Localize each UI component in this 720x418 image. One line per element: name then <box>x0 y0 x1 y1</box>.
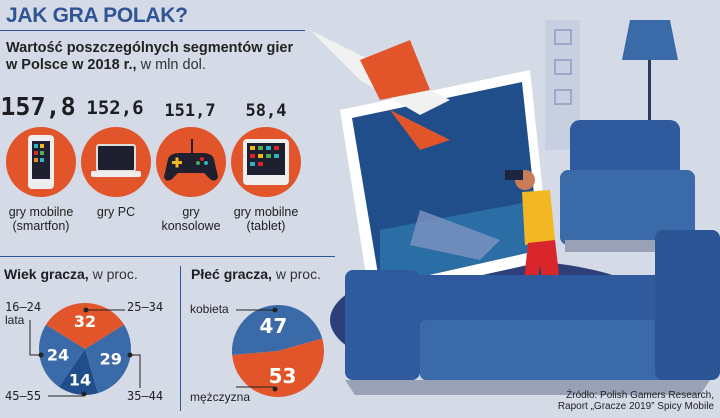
divider <box>180 266 181 411</box>
gender-label-male: mężczyzna <box>190 390 251 404</box>
segment-value: 157,8 <box>0 92 76 121</box>
gender-title: Płeć gracza, <box>191 266 272 282</box>
subtitle-year: w Polsce w 2018 r., <box>6 57 137 73</box>
age-label-lata: lata <box>5 313 25 327</box>
pie-slice <box>45 302 125 349</box>
pie-value-label: 29 <box>100 349 122 368</box>
leader-dot <box>127 352 133 358</box>
segment-label-line1: gry <box>182 205 200 219</box>
source-line1: Źródło: Polish Gamers Research, <box>566 390 714 401</box>
smartphone-icon <box>6 127 76 197</box>
source-line2: Raport „Gracze 2019” Spicy Mobile <box>557 401 714 412</box>
subtitle-unit: w mln dol. <box>140 57 206 73</box>
armchair <box>560 120 695 252</box>
segment-value: 151,7 <box>164 101 216 121</box>
age-chart-title: Wiek gracza, w proc. <box>4 266 138 282</box>
wall-icons <box>554 29 572 105</box>
pie-slice <box>58 349 98 395</box>
pie-slice <box>85 324 131 394</box>
leader-dot <box>81 391 87 397</box>
age-label-45-55: 45–55 <box>5 389 42 403</box>
age-label-35-44: 35–44 <box>127 389 164 403</box>
segment-value: 152,6 <box>86 97 144 119</box>
segment-label: gry konsolowe <box>146 205 236 233</box>
leader-dot <box>272 307 278 313</box>
gender-label-female: kobieta <box>190 302 229 316</box>
segment-label-line1: gry PC <box>96 205 136 219</box>
gender-unit: w proc. <box>275 266 321 282</box>
pie-value-label: 14 <box>69 370 91 389</box>
segment-label: gry mobilne (smartfon) <box>0 205 86 233</box>
leader-dot <box>272 386 278 392</box>
page-title: JAK GRA POLAK? <box>6 4 188 27</box>
subtitle-line1: Wartość poszczególnych segmentów gier <box>6 40 294 56</box>
pie-slice <box>232 304 323 356</box>
age-unit: w proc. <box>92 266 138 282</box>
gaming-room-illustration <box>310 20 720 395</box>
leader-dot <box>83 307 89 313</box>
divider <box>0 256 335 257</box>
segment-label-line1: gry mobilne <box>8 205 74 219</box>
gender-chart-title: Płeć gracza, w proc. <box>191 266 321 282</box>
leader-line <box>29 320 41 356</box>
gamepad-icon <box>156 127 226 197</box>
age-title: Wiek gracza, <box>4 266 89 282</box>
pie-slice <box>39 324 85 387</box>
pie-value-label: 32 <box>74 312 96 331</box>
divider <box>0 30 305 31</box>
segment-label: gry mobilne (tablet) <box>221 205 311 233</box>
hologram-ship-icon <box>410 210 500 260</box>
source-note: Źródło: Polish Gamers Research, Raport „G… <box>558 390 714 412</box>
segment-value: 58,4 <box>245 101 287 121</box>
tablet-icon <box>231 127 301 197</box>
pie-value-label: 53 <box>269 364 297 388</box>
leader-dot <box>38 352 44 358</box>
spaceship-icon <box>310 30 450 150</box>
laptop-icon <box>81 127 151 197</box>
segment-label-line2: (tablet) <box>246 219 286 233</box>
segment-label: gry PC <box>71 205 161 219</box>
age-label-16-24: 16–24 <box>5 300 42 314</box>
pie-value-label: 47 <box>260 314 288 338</box>
age-label-25-34: 25–34 <box>127 300 164 314</box>
pie-slice <box>232 338 324 397</box>
subtitle-line2: w Polsce w 2018 r., w mln dol. <box>6 57 206 73</box>
sofa <box>345 230 720 395</box>
pie-value-label: 24 <box>47 345 69 364</box>
segment-label-line2: konsolowe <box>161 219 221 233</box>
segment-label-line2: (smartfon) <box>12 219 70 233</box>
segment-label-line1: gry mobilne <box>233 205 299 219</box>
leader-line <box>130 354 141 388</box>
